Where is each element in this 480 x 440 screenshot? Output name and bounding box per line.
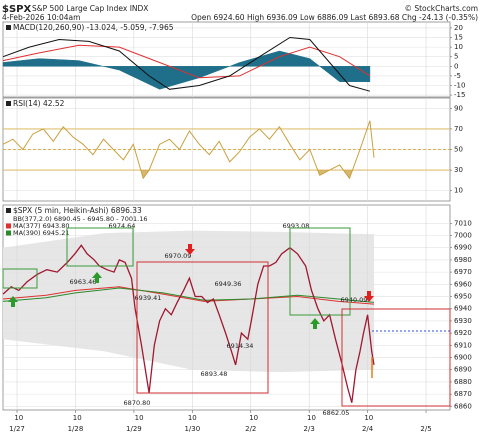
quote: Open 6924.60 High 6936.09 Low 6886.09 La… bbox=[191, 13, 478, 22]
y-tick-label: 6910 bbox=[454, 341, 472, 349]
y-tick-label: 6960 bbox=[454, 280, 472, 288]
x-tick-label: 2/3 bbox=[304, 425, 315, 433]
annotation: 6974.64 bbox=[109, 222, 136, 230]
legend-text: MA(377) 6943.80 bbox=[13, 222, 69, 230]
credit: © StockCharts.com bbox=[404, 4, 478, 13]
x-tick-label: 10 bbox=[364, 414, 373, 422]
title-icon bbox=[6, 101, 11, 106]
y-tick-label: 6920 bbox=[454, 329, 472, 337]
y-tick-label: 20 bbox=[454, 24, 463, 32]
series-line bbox=[2, 244, 375, 403]
x-tick-label: 10 bbox=[73, 414, 82, 422]
y-tick-label: 7010 bbox=[454, 219, 472, 227]
annotation-layer bbox=[2, 227, 451, 407]
series-line bbox=[2, 286, 375, 305]
y-tick-label: 6900 bbox=[454, 354, 472, 362]
x-tick-label: 1/28 bbox=[68, 425, 84, 433]
signal-box bbox=[136, 261, 269, 394]
y-tick-label: -10 bbox=[454, 81, 465, 89]
buy-arrow bbox=[92, 272, 102, 283]
panel-title: RSI(14) 42.52 bbox=[13, 99, 65, 108]
annotation: 6970.09 bbox=[165, 252, 192, 260]
y-tick-label: 50 bbox=[454, 146, 463, 154]
signal-box bbox=[341, 308, 451, 407]
y-tick-label: 6950 bbox=[454, 293, 472, 301]
panel-frame bbox=[2, 21, 451, 98]
annotation: 6963.46 bbox=[70, 278, 97, 286]
x-tick-label: 1/29 bbox=[126, 425, 142, 433]
legend-swatch bbox=[6, 223, 11, 229]
annotation: 6914.34 bbox=[227, 342, 254, 350]
x-tick-label: 10 bbox=[135, 414, 144, 422]
y-tick-label: 0 bbox=[454, 62, 458, 70]
buy-arrow bbox=[8, 296, 18, 307]
annotation: 6862.05 bbox=[323, 409, 350, 417]
signal-box bbox=[289, 227, 351, 316]
annotation: 6893.48 bbox=[201, 370, 228, 378]
y-tick-label: 90 bbox=[454, 104, 463, 112]
y-tick-label: 10 bbox=[454, 187, 463, 195]
y-tick-label: 6940 bbox=[454, 305, 472, 313]
y-tick-label: 6870 bbox=[454, 390, 472, 398]
y-tick-label: 30 bbox=[454, 166, 463, 174]
series-line bbox=[2, 120, 375, 180]
legend-text: BB(377,2.0) 6890.45 - 6945.80 - 7001.16 bbox=[13, 215, 147, 223]
y-tick-label: 10 bbox=[454, 43, 463, 51]
date: 4-Feb-2026 10:04am bbox=[2, 13, 80, 22]
y-tick-label: 15 bbox=[454, 34, 463, 42]
annotation: 6949.36 bbox=[215, 280, 242, 288]
series-line bbox=[2, 287, 375, 303]
x-tick-label: 1/30 bbox=[184, 425, 200, 433]
x-tick-label: 10 bbox=[307, 414, 316, 422]
x-tick-label: 2/4 bbox=[362, 425, 374, 433]
security-name: S&P 500 Large Cap Index INDX bbox=[32, 4, 148, 13]
buy-arrow bbox=[310, 318, 320, 329]
y-tick-label: 6860 bbox=[454, 402, 472, 410]
y-tick-label: 7000 bbox=[454, 232, 472, 240]
title-icon bbox=[6, 25, 11, 30]
symbol: $SPX bbox=[2, 4, 31, 15]
x-tick-label: 2/5 bbox=[420, 425, 431, 433]
legend-text: MA(390) 6945.21 bbox=[13, 229, 69, 237]
x-tick-label: 10 bbox=[14, 414, 23, 422]
y-tick-label: 6890 bbox=[454, 366, 472, 374]
y-tick-label: 70 bbox=[454, 125, 463, 133]
y-tick-label: 6970 bbox=[454, 268, 472, 276]
annotation: 6993.08 bbox=[283, 222, 310, 230]
y-tick-label: 5 bbox=[454, 53, 458, 61]
signal-box bbox=[66, 227, 134, 267]
y-tick-label: 6930 bbox=[454, 317, 472, 325]
y-tick-label: 6880 bbox=[454, 378, 472, 386]
panel-title: MACD(120,260,90) -13.024, -5.059, -7.965 bbox=[13, 23, 174, 32]
x-tick-label: 1/27 bbox=[9, 425, 25, 433]
y-tick-label: 6990 bbox=[454, 244, 472, 252]
y-tick-label: -5 bbox=[454, 72, 461, 80]
sell-arrow bbox=[185, 244, 195, 255]
title-icon bbox=[6, 208, 11, 213]
y-tick-label: -15 bbox=[454, 91, 465, 99]
annotation: 6870.80 bbox=[124, 399, 151, 407]
annotation: 6939.41 bbox=[135, 294, 162, 302]
signal-box bbox=[2, 268, 38, 289]
legend-swatch bbox=[6, 230, 11, 236]
series-line bbox=[2, 36, 371, 92]
annotation: 6940.09 bbox=[341, 296, 368, 304]
sell-arrow bbox=[364, 291, 374, 302]
x-tick-label: 2/2 bbox=[245, 425, 256, 433]
y-tick-label: 6980 bbox=[454, 256, 472, 264]
x-tick-label: 10 bbox=[188, 414, 197, 422]
panel-title: $SPX (5 min, Heikin-Ashi) 6896.33 bbox=[13, 206, 142, 215]
x-tick-label: 10 bbox=[249, 414, 258, 422]
